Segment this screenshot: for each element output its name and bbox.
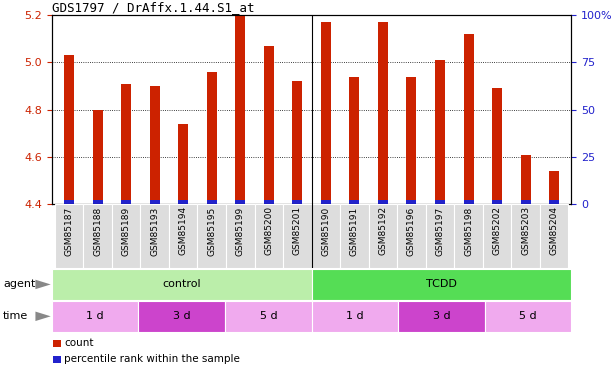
Bar bbox=[150, 200, 159, 204]
Bar bbox=[397, 204, 426, 268]
Text: GSM85189: GSM85189 bbox=[122, 206, 131, 255]
Bar bbox=[368, 204, 397, 268]
Text: TCDD: TCDD bbox=[426, 279, 457, 290]
Bar bbox=[549, 171, 559, 204]
Bar bbox=[485, 301, 571, 332]
Bar bbox=[492, 88, 502, 204]
Bar bbox=[321, 22, 331, 204]
Bar bbox=[197, 204, 226, 268]
Text: GSM85199: GSM85199 bbox=[236, 206, 245, 255]
Text: 3 d: 3 d bbox=[173, 311, 191, 321]
Bar bbox=[464, 34, 474, 204]
Bar bbox=[121, 200, 131, 204]
Text: 1 d: 1 d bbox=[346, 311, 364, 321]
Text: GSM85193: GSM85193 bbox=[150, 206, 159, 255]
Bar bbox=[406, 76, 417, 204]
Bar bbox=[321, 200, 331, 204]
Text: GSM85194: GSM85194 bbox=[178, 206, 188, 255]
Bar bbox=[264, 46, 274, 204]
Text: GSM85200: GSM85200 bbox=[265, 206, 273, 255]
Bar bbox=[64, 200, 74, 204]
Bar bbox=[264, 200, 274, 204]
Bar bbox=[483, 204, 511, 268]
Text: GSM85188: GSM85188 bbox=[93, 206, 102, 255]
Bar bbox=[378, 22, 388, 204]
Text: time: time bbox=[3, 311, 28, 321]
Text: GSM85197: GSM85197 bbox=[436, 206, 445, 255]
Bar bbox=[549, 200, 559, 204]
Text: GSM85204: GSM85204 bbox=[550, 206, 558, 255]
Bar bbox=[54, 340, 61, 347]
Bar bbox=[340, 204, 368, 268]
Bar bbox=[226, 204, 255, 268]
Text: GSM85187: GSM85187 bbox=[65, 206, 73, 255]
Bar bbox=[312, 204, 340, 268]
Bar bbox=[139, 301, 225, 332]
Bar bbox=[511, 204, 540, 268]
Bar bbox=[141, 204, 169, 268]
Bar bbox=[225, 301, 312, 332]
Bar bbox=[292, 200, 302, 204]
Text: GSM85203: GSM85203 bbox=[521, 206, 530, 255]
Text: 3 d: 3 d bbox=[433, 311, 450, 321]
Bar bbox=[283, 204, 312, 268]
Bar bbox=[235, 200, 245, 204]
Bar bbox=[207, 200, 217, 204]
Bar bbox=[150, 86, 159, 204]
Bar bbox=[406, 200, 417, 204]
Bar bbox=[55, 204, 83, 268]
Text: percentile rank within the sample: percentile rank within the sample bbox=[64, 354, 240, 364]
Bar bbox=[464, 200, 474, 204]
Bar bbox=[93, 110, 103, 204]
Text: GSM85202: GSM85202 bbox=[492, 206, 502, 255]
Bar bbox=[540, 204, 568, 268]
Bar bbox=[255, 204, 283, 268]
Bar bbox=[312, 301, 398, 332]
Text: GSM85201: GSM85201 bbox=[293, 206, 302, 255]
Bar bbox=[83, 204, 112, 268]
Bar bbox=[435, 60, 445, 204]
Bar bbox=[54, 356, 61, 363]
Bar bbox=[178, 200, 188, 204]
Text: GSM85196: GSM85196 bbox=[407, 206, 416, 255]
Bar bbox=[349, 76, 359, 204]
Bar bbox=[121, 84, 131, 204]
Text: GSM85190: GSM85190 bbox=[321, 206, 331, 255]
Text: GSM85191: GSM85191 bbox=[350, 206, 359, 255]
Polygon shape bbox=[35, 280, 51, 289]
Text: control: control bbox=[163, 279, 201, 290]
Text: 5 d: 5 d bbox=[519, 311, 537, 321]
Bar bbox=[521, 200, 530, 204]
Text: GSM85198: GSM85198 bbox=[464, 206, 473, 255]
Bar bbox=[64, 55, 74, 204]
Polygon shape bbox=[35, 312, 51, 321]
Bar bbox=[312, 269, 571, 300]
Bar bbox=[426, 204, 455, 268]
Text: GSM85192: GSM85192 bbox=[378, 206, 387, 255]
Bar bbox=[93, 200, 103, 204]
Text: count: count bbox=[64, 339, 94, 348]
Bar bbox=[521, 154, 530, 204]
Bar bbox=[169, 204, 197, 268]
Bar bbox=[235, 15, 245, 204]
Bar bbox=[207, 72, 217, 204]
Bar bbox=[378, 200, 388, 204]
Text: agent: agent bbox=[3, 279, 35, 290]
Bar bbox=[349, 200, 359, 204]
Bar bbox=[178, 124, 188, 204]
Text: 1 d: 1 d bbox=[86, 311, 104, 321]
Text: GSM85195: GSM85195 bbox=[207, 206, 216, 255]
Bar bbox=[455, 204, 483, 268]
Bar bbox=[52, 301, 139, 332]
Bar bbox=[398, 301, 485, 332]
Text: GDS1797 / DrAffx.1.44.S1_at: GDS1797 / DrAffx.1.44.S1_at bbox=[52, 1, 254, 14]
Bar bbox=[492, 200, 502, 204]
Bar bbox=[435, 200, 445, 204]
Bar bbox=[52, 269, 312, 300]
Bar bbox=[292, 81, 302, 204]
Text: 5 d: 5 d bbox=[260, 311, 277, 321]
Bar bbox=[112, 204, 141, 268]
